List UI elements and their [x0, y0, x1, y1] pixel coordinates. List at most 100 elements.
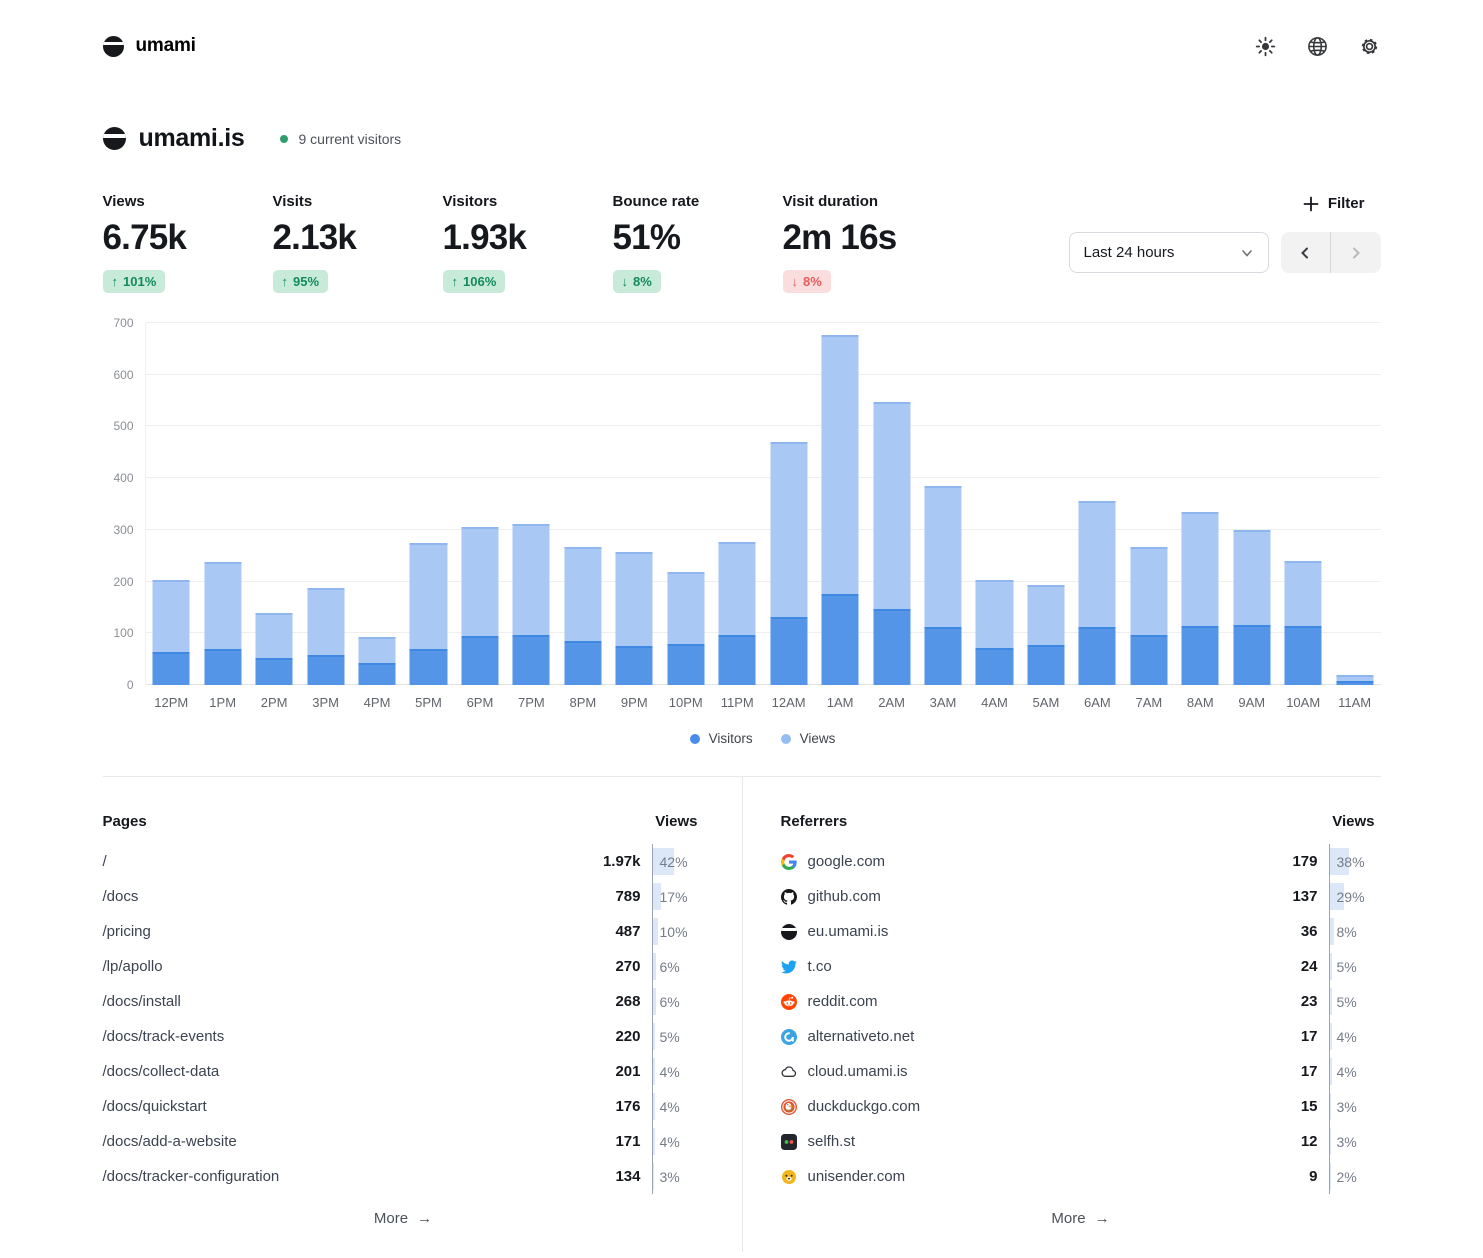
- referrer-link[interactable]: google.com: [780, 853, 885, 870]
- date-pager: [1280, 232, 1381, 273]
- percent-divider: [651, 1019, 653, 1054]
- referrers-more-button[interactable]: More →: [1051, 1210, 1110, 1227]
- chart-bar-group: 8PM: [557, 323, 608, 710]
- referrer-row: alternativeto.net 17 4%: [780, 1019, 1381, 1054]
- legend-item-views: Views: [780, 731, 835, 746]
- chart-bar-group: 2PM: [248, 323, 299, 710]
- x-axis-tick: 12AM: [771, 695, 806, 710]
- alternativeto-favicon: [780, 1028, 797, 1045]
- referrer-link[interactable]: github.com: [780, 888, 881, 905]
- page-label: /docs/collect-data: [102, 1063, 220, 1080]
- y-axis-tick: 700: [113, 316, 134, 330]
- visitors-bar: [1233, 625, 1271, 685]
- gridline: [145, 425, 1381, 427]
- chevron-right-icon: [1352, 247, 1360, 258]
- previous-period-button[interactable]: [1281, 232, 1331, 273]
- visitors-bar: [975, 647, 1013, 685]
- x-axis-tick: 10AM: [1286, 695, 1321, 710]
- page-row: /docs 789 17%: [103, 879, 704, 914]
- y-axis-tick: 100: [113, 626, 134, 641]
- page-link[interactable]: /docs/add-a-website: [103, 1133, 237, 1150]
- metric-value: 6.75k: [102, 218, 187, 257]
- referrer-link[interactable]: alternativeto.net: [780, 1028, 914, 1045]
- percent-cell: 29%: [1328, 879, 1381, 914]
- x-axis-tick: 3AM: [929, 695, 957, 710]
- referrer-link[interactable]: eu.umami.is: [780, 923, 888, 940]
- referrer-link[interactable]: cloud.umami.is: [781, 1063, 908, 1080]
- percent-bar: [652, 1128, 655, 1155]
- filter-button[interactable]: Filter: [1303, 195, 1365, 212]
- x-axis-tick: 5AM: [1032, 695, 1060, 710]
- theme-toggle-icon[interactable]: [1255, 35, 1277, 57]
- page-link[interactable]: /docs/quickstart: [103, 1098, 207, 1115]
- referrer-row: duckduckgo.com 15 3%: [780, 1089, 1381, 1124]
- percent-value: 3%: [1336, 1133, 1357, 1150]
- referrer-link[interactable]: reddit.com: [780, 993, 878, 1010]
- page-link[interactable]: /lp/apollo: [103, 958, 163, 975]
- page-link[interactable]: /: [103, 853, 107, 870]
- pages-more-button[interactable]: More →: [373, 1210, 433, 1227]
- settings-icon[interactable]: [1359, 35, 1381, 57]
- page-link[interactable]: /docs/install: [103, 993, 181, 1010]
- page-link[interactable]: /docs/collect-data: [103, 1063, 220, 1080]
- page-label: /docs/install: [102, 993, 181, 1010]
- y-axis-tick: 500: [113, 419, 134, 434]
- percent-bar: [1329, 1058, 1332, 1085]
- percent-cell: 17%: [651, 879, 704, 914]
- chart-bar-group: 10PM: [660, 323, 711, 710]
- visitors-bar: [821, 593, 859, 685]
- page-link[interactable]: /docs/track-events: [103, 1028, 225, 1045]
- referrer-link[interactable]: selfh.st: [780, 1133, 855, 1150]
- percent-divider: [651, 984, 653, 1019]
- percent-value: 4%: [659, 1133, 680, 1150]
- page-row: /docs/tracker-configuration 134 3%: [103, 1159, 704, 1194]
- visitors-bar: [1130, 634, 1168, 685]
- percent-value: 10%: [659, 923, 688, 940]
- metric-change-value: 101%: [123, 274, 157, 289]
- visitors-bar: [1181, 626, 1219, 685]
- language-icon[interactable]: [1307, 35, 1329, 57]
- views-count: 15: [1300, 1098, 1318, 1115]
- page-link[interactable]: /pricing: [103, 923, 151, 940]
- next-period-button[interactable]: [1331, 232, 1381, 273]
- metric-label: Visit duration: [782, 193, 879, 210]
- legend-item-visitors: Visitors: [689, 731, 753, 746]
- referrer-label: github.com: [807, 888, 881, 905]
- page-row: /lp/apollo 270 6%: [103, 949, 704, 984]
- referrer-link[interactable]: unisender.com: [781, 1168, 905, 1185]
- gridline: [145, 373, 1381, 375]
- percent-bar: [652, 953, 656, 980]
- percent-value: 42%: [659, 853, 688, 870]
- cloud-favicon: [781, 1064, 797, 1080]
- page-row: /pricing 487 10%: [103, 914, 704, 949]
- percent-divider: [651, 1124, 653, 1159]
- percent-bar: [652, 1023, 655, 1050]
- visitors-bar: [873, 608, 911, 685]
- brand-logo-link[interactable]: umami: [102, 35, 196, 57]
- referrer-link[interactable]: t.co: [780, 958, 832, 975]
- legend-label: Visitors: [708, 731, 753, 746]
- chart-legend: Visitors Views: [145, 731, 1381, 746]
- percent-bar: [1329, 918, 1334, 945]
- percent-value: 5%: [659, 1028, 680, 1045]
- x-axis-tick: 12PM: [154, 695, 189, 710]
- page-link[interactable]: /docs: [103, 888, 139, 905]
- views-count: 137: [1292, 888, 1318, 905]
- views-count: 789: [615, 888, 641, 905]
- page-label: /lp/apollo: [102, 958, 163, 975]
- chart-bar-group: 5AM: [1020, 323, 1071, 710]
- chevron-down-icon: [1241, 249, 1252, 257]
- referrer-row: eu.umami.is 36 8%: [780, 914, 1381, 949]
- gridline: [145, 477, 1381, 479]
- referrer-link[interactable]: duckduckgo.com: [780, 1098, 920, 1115]
- arrow-up-icon: ↑: [111, 274, 119, 289]
- x-axis-tick: 8PM: [569, 695, 597, 710]
- visitors-bar: [770, 617, 808, 685]
- metric-label: Views: [102, 193, 145, 210]
- views-bar: [1336, 675, 1374, 685]
- date-range-select[interactable]: Last 24 hours: [1068, 232, 1269, 273]
- views-count: 9: [1309, 1168, 1318, 1185]
- chart-bars: 12PM 1PM 2PM 3PM 4PM 5PM 6PM 7PM 8PM 9PM 10PM 11PM 1…: [146, 323, 1381, 710]
- page-link[interactable]: /docs/tracker-configuration: [103, 1168, 280, 1185]
- duckduckgo-favicon: [780, 1098, 797, 1115]
